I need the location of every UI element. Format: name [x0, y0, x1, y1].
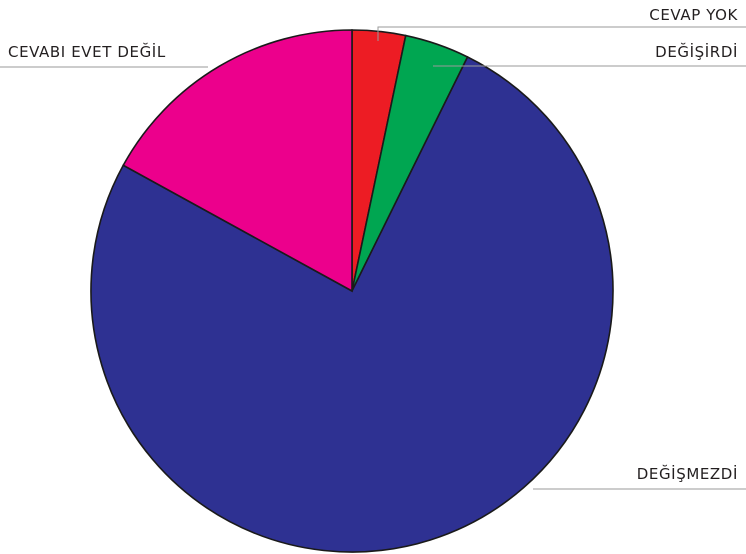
- pie-slices: [90, 29, 614, 553]
- label-degisirdi: DEĞİŞİRDİ: [655, 42, 738, 61]
- leader-line-cevap-yok: [377, 26, 746, 41]
- pie-slice-2: [90, 55, 614, 553]
- label-cevap-yok: CEVAP YOK: [649, 6, 738, 24]
- label-cevabi-evet-degil: CEVABI EVET DEĞİL: [8, 42, 166, 61]
- pie-slice-3: [122, 29, 353, 293]
- label-degismezdi: DEĞİŞMEZDİ: [637, 464, 738, 483]
